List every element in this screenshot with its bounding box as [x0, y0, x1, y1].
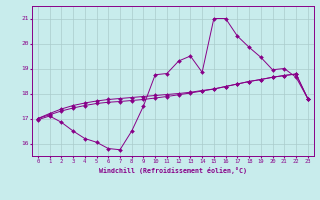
- X-axis label: Windchill (Refroidissement éolien,°C): Windchill (Refroidissement éolien,°C): [99, 167, 247, 174]
